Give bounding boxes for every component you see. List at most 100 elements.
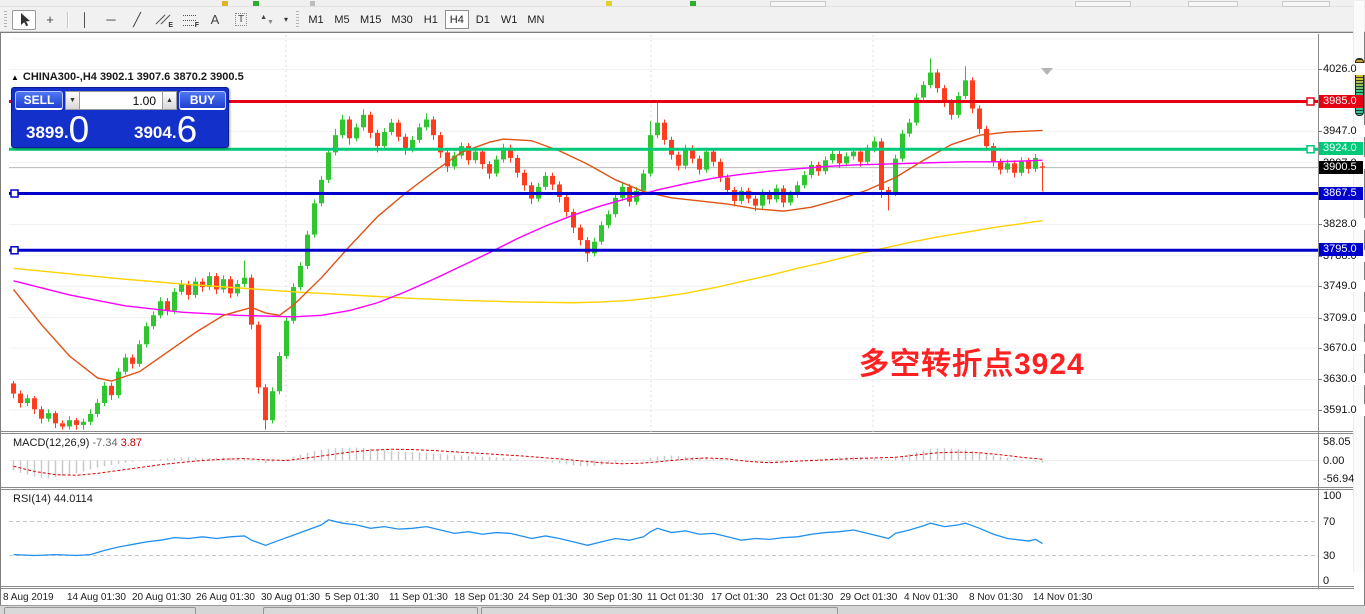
arrows-dropdown-caret[interactable]: ▾ (283, 15, 288, 24)
candle (851, 151, 856, 157)
toolbar-grip[interactable] (2, 10, 9, 29)
date-axis-label[interactable]: 20 Aug 01:30 (132, 592, 191, 603)
horizontal-line-tool[interactable]: ─ (106, 12, 116, 27)
hline-handle[interactable] (1306, 97, 1315, 106)
buy-price-dot: . (171, 123, 177, 142)
panel-splitter-rsi[interactable] (1, 487, 1354, 490)
volume-increase-button[interactable]: ▲ (162, 91, 177, 110)
vertical-line-tool[interactable]: │ (80, 12, 90, 27)
candle (592, 241, 597, 254)
candle (1019, 161, 1024, 173)
equidistant-channel-tool[interactable]: E (151, 10, 175, 30)
date-axis-label[interactable]: 14 Nov 01:30 (1033, 592, 1093, 603)
volume-decrease-button[interactable]: ▼ (65, 91, 80, 110)
date-axis-label[interactable]: 4 Nov 01:30 (904, 592, 958, 603)
hline-handle[interactable] (1306, 145, 1315, 154)
candle (32, 398, 37, 410)
date-axis-label[interactable]: 18 Sep 01:30 (454, 592, 514, 603)
date-axis-label[interactable]: 17 Oct 01:30 (711, 592, 769, 603)
timeframe-button-w1[interactable]: W1 (500, 13, 518, 26)
sell-button[interactable]: SELL (15, 91, 63, 110)
hline-handle[interactable] (10, 246, 19, 255)
cursor-tool[interactable] (12, 9, 36, 30)
chart-title: ▲ CHINA300-,H4 3902.1 3907.6 3870.2 3900… (11, 71, 244, 83)
date-axis-label[interactable]: 14 Aug 01:30 (67, 592, 126, 603)
date-axis-label[interactable]: 5 Sep 01:30 (325, 592, 379, 603)
candle (935, 72, 940, 89)
right-scrollbar-thumb[interactable] (1355, 58, 1364, 116)
timeframe-button-m5[interactable]: M5 (334, 13, 350, 26)
trendline-tool[interactable]: ╱ (133, 11, 141, 27)
candle (970, 80, 975, 109)
buy-button[interactable]: BUY (179, 91, 226, 110)
timeframe-button-m15[interactable]: M15 (360, 13, 382, 26)
candle (795, 185, 800, 195)
candle (487, 164, 492, 174)
date-axis-label[interactable]: 29 Oct 01:30 (840, 592, 898, 603)
candle (53, 413, 58, 424)
candle (613, 197, 618, 215)
rsi-panel-canvas[interactable] (9, 490, 1318, 586)
candle (599, 225, 604, 242)
candle (697, 158, 702, 170)
candle (676, 154, 681, 166)
timeframe-button-h1[interactable]: H1 (423, 13, 438, 26)
candle (354, 127, 359, 139)
toolbar-grip[interactable] (294, 10, 301, 29)
fibonacci-retracement-tool[interactable]: F (177, 10, 201, 30)
candle (501, 147, 506, 160)
macd-panel-canvas[interactable] (9, 434, 1318, 487)
panel-splitter-macd[interactable] (1, 431, 1354, 434)
date-axis-label[interactable]: 8 Nov 01:30 (969, 592, 1023, 603)
candle (123, 357, 128, 372)
minimized-chart-tab[interactable] (263, 607, 478, 614)
time-axis-separator[interactable] (1, 586, 1354, 589)
candle (809, 164, 814, 176)
timeframe-button-d1[interactable]: D1 (475, 13, 490, 26)
candle (165, 301, 170, 311)
candle (445, 152, 450, 167)
price-chart-canvas[interactable] (9, 35, 1318, 432)
minimized-chart-tab[interactable] (481, 607, 838, 614)
candle (18, 393, 23, 403)
date-axis-label[interactable]: 24 Sep 01:30 (518, 592, 578, 603)
date-axis-label[interactable]: 30 Aug 01:30 (261, 592, 320, 603)
candle (340, 119, 345, 136)
date-axis-label[interactable]: 11 Oct 01:30 (647, 592, 704, 603)
candle (949, 102, 954, 115)
price-axis-badge-3900.5: 3900.5 (1319, 160, 1363, 174)
toolbar-fragment-button (770, 1, 826, 7)
date-axis-label[interactable]: 23 Oct 01:30 (776, 592, 834, 603)
text-label-tool[interactable]: T (229, 10, 253, 30)
price-axis-label: 3709.0 (1318, 311, 1365, 324)
candle (522, 172, 527, 186)
text-tool[interactable]: A (210, 12, 220, 27)
candle (46, 413, 51, 419)
candle (389, 122, 394, 133)
timeframe-button-mn[interactable]: MN (527, 13, 545, 26)
volume-input[interactable]: 1.00 (80, 91, 162, 110)
timeframe-button-m1[interactable]: M1 (308, 13, 324, 26)
timeframe-button-h4[interactable]: H4 (444, 10, 469, 29)
candle (102, 385, 107, 403)
sell-price-dot: . (63, 123, 69, 142)
chart-shift-marker-icon[interactable] (1041, 68, 1053, 75)
minimized-chart-tab[interactable] (4, 607, 196, 614)
date-axis-label[interactable]: 30 Sep 01:30 (583, 592, 643, 603)
crosshair-tool[interactable]: + (46, 12, 54, 27)
candle (1012, 163, 1017, 173)
hline-handle[interactable] (10, 189, 19, 198)
date-axis-label[interactable]: 8 Aug 2019 (3, 592, 54, 603)
candle (508, 147, 513, 158)
candle (606, 214, 611, 226)
candle (326, 152, 331, 180)
candle (74, 420, 79, 425)
candle (319, 179, 324, 204)
price-axis-label: 3630.0 (1318, 373, 1365, 386)
date-axis-label[interactable]: 11 Sep 01:30 (389, 592, 448, 603)
date-axis-label[interactable]: 26 Aug 01:30 (196, 592, 255, 603)
timeframe-button-m30[interactable]: M30 (391, 13, 413, 26)
arrows-shapes-tool[interactable]: ▲ ▼ (260, 13, 274, 26)
candle (67, 420, 72, 427)
